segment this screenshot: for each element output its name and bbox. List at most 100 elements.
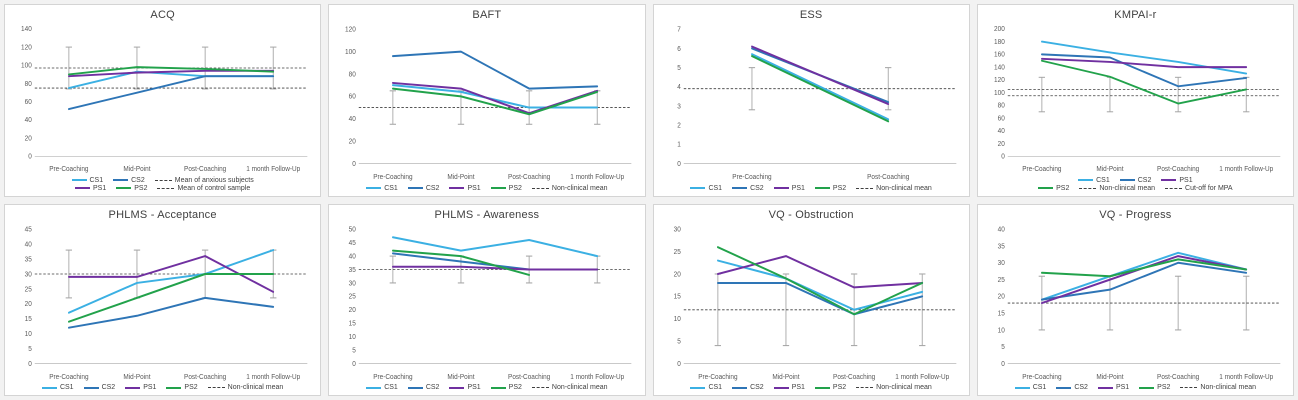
legend-line-swatch <box>490 386 506 389</box>
x-tick-label: Pre-Coaching <box>49 373 88 381</box>
legend-row: CS1 CS2 PS1 PS2 Non-clinical mean <box>690 185 932 192</box>
legend-line-swatch <box>1078 179 1094 181</box>
legend-label: Non-clinical mean <box>1200 384 1257 391</box>
y-tick-label: 5 <box>677 65 681 73</box>
y-tick-label: 10 <box>673 315 680 323</box>
legend-line-swatch <box>490 187 506 189</box>
y-tick-label: 100 <box>994 90 1005 97</box>
legend-item: PS1 <box>773 384 805 391</box>
line-chart: 0 5 10 15 20 25 30 35 40 Pre-Coaching Mid-Point Pos… <box>997 226 1281 381</box>
legend-label: CS2 <box>131 176 145 184</box>
y-tick-label: 30 <box>673 226 680 234</box>
series-line-ps1 <box>750 45 889 106</box>
y-tick-label: 6 <box>677 45 681 53</box>
y-tick-label: 20 <box>25 135 32 142</box>
line-chart: 0 5 10 15 20 25 30 Pre-Coaching Mid-Point Post-Co… <box>673 226 956 381</box>
legend-line-swatch <box>116 187 132 189</box>
legend-item: CS2 <box>1119 176 1152 184</box>
legend-item: CS2 <box>113 177 145 184</box>
legend-label: Non-clinical mean <box>1099 184 1156 192</box>
series-line-ps2 <box>68 66 275 76</box>
chart-legend: CS1 CS2 PS1 PS2 Non-clinical mean <box>333 383 640 392</box>
chart-legend: CS1 CS2 Mean of anxious subjects PS1 PS2 Mean… <box>9 176 316 193</box>
y-tick-label: 0 <box>677 360 681 368</box>
y-tick-label: 35 <box>349 266 356 274</box>
legend-line-swatch <box>166 386 182 389</box>
legend-line-swatch <box>41 386 57 389</box>
legend-label: Non-clinical mean <box>551 384 608 391</box>
legend-item: Non-clinical mean <box>531 185 608 192</box>
x-tick-label: Post-Coaching <box>508 173 550 181</box>
legend-label: PS2 <box>1056 184 1070 192</box>
legend-item: PS1 <box>125 384 156 391</box>
legend-item: PS2 <box>814 384 846 391</box>
y-tick-label: 40 <box>997 128 1004 135</box>
series-line-cs1 <box>750 53 889 121</box>
series-line-cs2 <box>1040 53 1247 88</box>
y-tick-label: 0 <box>352 360 356 368</box>
y-tick-label: 20 <box>349 138 356 146</box>
legend-row: CS1 CS2 PS1 PS2 Non-clinical mean <box>366 184 608 192</box>
legend-item: Non-clinical mean <box>1180 384 1256 391</box>
x-tick-label: 1 month Follow-Up <box>895 373 949 381</box>
x-tick-label: Pre-Coaching <box>1022 166 1061 173</box>
x-tick-label: Mid-Point <box>1096 166 1123 173</box>
legend-label: PS2 <box>508 384 522 391</box>
legend-line-swatch <box>773 187 789 189</box>
legend-label: CS1 <box>1096 176 1110 184</box>
y-tick-label: 20 <box>997 141 1004 148</box>
legend-row: CS1 CS2 PS1 PS2 Non-clinical mean <box>1014 384 1256 391</box>
legend-item: CS2 <box>407 184 440 192</box>
x-tick-label: Post-Coaching <box>508 373 550 381</box>
line-chart: 0 5 10 15 20 25 30 35 40 45 50 Pre-Coaching Mid-Poin… <box>349 226 632 381</box>
y-tick-label: 35 <box>25 255 32 263</box>
y-tick-label: 25 <box>673 248 680 256</box>
y-tick-label: 120 <box>21 44 32 51</box>
legend-label: PS1 <box>143 384 157 391</box>
legend-item: PS1 <box>75 185 106 192</box>
y-tick-label: 80 <box>349 71 356 79</box>
legend-label: CS1 <box>1032 384 1047 391</box>
x-tick-label: Mid-Point <box>123 166 150 173</box>
legend-line-swatch <box>732 386 748 389</box>
legend-label: PS1 <box>467 384 481 391</box>
series-line-cs1 <box>716 259 923 311</box>
x-tick-label: Pre-Coaching <box>49 166 88 173</box>
legend-label: PS1 <box>93 184 107 192</box>
legend-line-swatch <box>366 386 382 389</box>
legend-line-swatch <box>449 187 465 189</box>
legend-item: CS1 <box>1078 177 1110 184</box>
y-tick-label: 80 <box>25 81 32 88</box>
y-tick-label: 4 <box>677 84 681 92</box>
y-tick-label: 0 <box>1001 153 1005 160</box>
legend-line-swatch <box>1056 386 1072 389</box>
legend-item: PS1 <box>449 384 481 391</box>
legend-label: CS2 <box>1137 176 1152 184</box>
legend-line-swatch <box>83 386 99 389</box>
series-line-ps2 <box>392 249 531 276</box>
y-tick-label: 3 <box>677 103 681 111</box>
legend-label: CS2 <box>425 184 440 192</box>
chart-panel-acq: ACQ 0 20 40 60 80 100 120 140 Pre-Coaching Mid-Po… <box>4 4 322 197</box>
chart-panel-phlms-awareness: PHLMS - Awareness 0 5 10 15 20 25 30 35 40 45 50 Pr… <box>328 203 646 396</box>
legend-dashed-swatch <box>157 187 175 189</box>
line-chart: 0 5 10 15 20 25 30 35 40 45 Pre-Coaching Mid-Point P… <box>25 226 308 381</box>
y-tick-label: 40 <box>25 117 32 124</box>
series-line-cs2 <box>392 50 599 90</box>
y-tick-label: 120 <box>994 77 1005 84</box>
legend-label: CS1 <box>708 384 723 391</box>
legend-row: PS1 PS2 Mean of control sample <box>75 185 250 192</box>
error-bar <box>270 46 277 90</box>
x-tick-label: Pre-Coaching <box>698 373 737 381</box>
error-bar <box>1174 275 1182 330</box>
legend-item: CS1 <box>690 185 722 192</box>
x-tick-label: Mid-Point <box>1096 373 1123 381</box>
x-tick-label: 1 month Follow-Up <box>1219 166 1273 173</box>
legend-label: CS2 <box>1074 384 1088 391</box>
legend-line-swatch <box>732 187 748 189</box>
chart-legend: CS1 CS2 PS1 PS2 Non-clinical mean <box>658 184 965 193</box>
error-bar <box>918 272 925 346</box>
x-tick-label: Post-Coaching <box>867 173 909 181</box>
y-tick-label: 200 <box>994 26 1005 33</box>
